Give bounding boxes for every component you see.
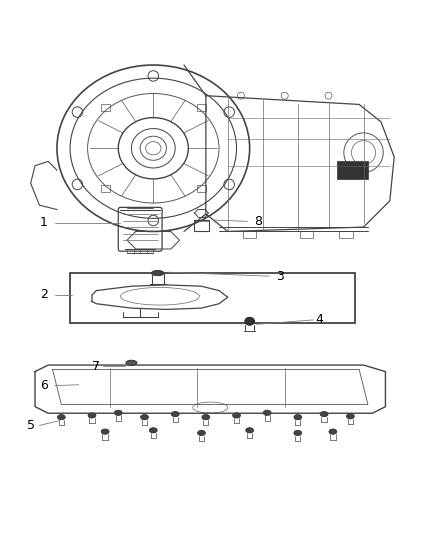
Bar <box>101 185 110 192</box>
Bar <box>339 231 353 238</box>
Ellipse shape <box>329 429 337 434</box>
Bar <box>101 104 110 111</box>
Ellipse shape <box>294 430 302 435</box>
Ellipse shape <box>346 414 354 419</box>
Ellipse shape <box>101 429 109 434</box>
Bar <box>197 104 206 111</box>
Text: 1: 1 <box>40 216 48 229</box>
Bar <box>337 161 368 179</box>
Ellipse shape <box>233 413 240 418</box>
Ellipse shape <box>198 430 205 435</box>
Ellipse shape <box>294 415 302 420</box>
Text: 4: 4 <box>316 313 324 326</box>
Ellipse shape <box>245 317 254 325</box>
Text: 3: 3 <box>276 270 284 282</box>
Bar <box>243 231 256 238</box>
Text: 5: 5 <box>27 419 35 432</box>
Bar <box>194 220 209 231</box>
Text: 8: 8 <box>254 215 262 228</box>
Ellipse shape <box>202 415 210 420</box>
Bar <box>300 231 313 238</box>
Ellipse shape <box>88 413 96 418</box>
Bar <box>197 185 206 192</box>
Bar <box>70 273 355 324</box>
Ellipse shape <box>57 415 65 420</box>
Text: 7: 7 <box>92 360 100 373</box>
Ellipse shape <box>114 410 122 415</box>
Text: 2: 2 <box>40 288 48 302</box>
Ellipse shape <box>126 360 137 366</box>
Ellipse shape <box>171 411 179 417</box>
Ellipse shape <box>152 270 164 276</box>
Ellipse shape <box>320 411 328 417</box>
Ellipse shape <box>246 427 254 433</box>
Ellipse shape <box>141 415 148 420</box>
Text: 6: 6 <box>40 379 48 392</box>
Ellipse shape <box>149 427 157 433</box>
Ellipse shape <box>263 410 271 415</box>
